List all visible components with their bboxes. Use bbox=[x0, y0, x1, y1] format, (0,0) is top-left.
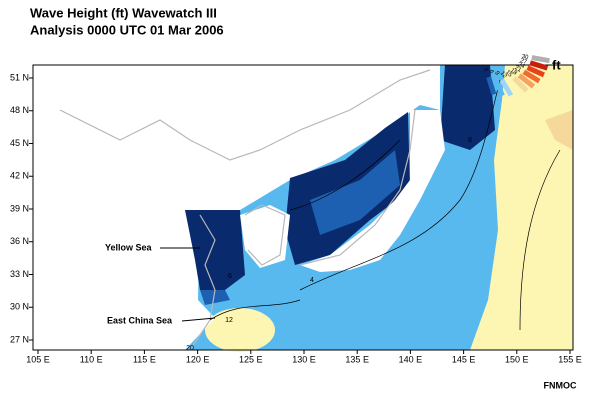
legend-item: 18 bbox=[509, 68, 536, 89]
lon-label: 150 E bbox=[505, 354, 529, 364]
lon-label: 155 E bbox=[558, 354, 582, 364]
lat-label: 39 N bbox=[10, 203, 29, 213]
contour-labels: 8 6 4 12 20 bbox=[186, 137, 472, 352]
lat-label: 27 N bbox=[10, 334, 29, 344]
legend-label: 27 bbox=[519, 58, 528, 66]
lat-label: 45 N bbox=[10, 138, 29, 148]
legend-label: 3 bbox=[482, 67, 489, 73]
contour bbox=[299, 79, 501, 291]
legend-swatch bbox=[486, 76, 497, 96]
legend-swatch bbox=[499, 78, 514, 97]
coast bbox=[244, 204, 286, 266]
annotation: East China Sea bbox=[107, 315, 173, 325]
subtitle: Analysis 0000 UTC 01 Mar 2006 bbox=[30, 22, 224, 37]
lat-label: 30 N bbox=[10, 302, 29, 312]
legend-item: 15 bbox=[504, 70, 529, 93]
contour-label: 20 bbox=[186, 345, 194, 352]
lon-label: 145 E bbox=[452, 354, 476, 364]
rough-zone bbox=[200, 290, 230, 305]
legend-item: 3 bbox=[482, 67, 497, 96]
lat-label: 42 N bbox=[10, 171, 29, 181]
lat-label: 51 N bbox=[10, 72, 29, 82]
legend-label: 15 bbox=[504, 70, 513, 79]
contours bbox=[209, 79, 561, 331]
calm-zone bbox=[205, 308, 275, 352]
coastline bbox=[59, 69, 431, 351]
contour bbox=[209, 299, 301, 321]
legend-swatch bbox=[517, 73, 536, 89]
legend-label: 12 bbox=[499, 70, 508, 79]
axis-labels: 51 N 48 N 45 N 42 N 39 N 36 N 33 N 30 N 27 N 105 … bbox=[10, 72, 582, 364]
legend-item: 21 bbox=[513, 65, 541, 84]
legend-swatch bbox=[526, 65, 545, 78]
legend-swatch bbox=[522, 69, 541, 84]
land bbox=[240, 205, 290, 268]
legend-item: 6 bbox=[487, 69, 505, 97]
legend-label: 9 bbox=[493, 70, 500, 77]
map-frame bbox=[32, 64, 574, 351]
contour-label: 4 bbox=[310, 277, 314, 284]
legend-swatch bbox=[512, 76, 529, 93]
rough-zone bbox=[185, 210, 245, 290]
legend-label: 21 bbox=[513, 65, 522, 74]
legend-swatch bbox=[492, 78, 505, 97]
lon-label: 105 E bbox=[26, 354, 50, 364]
leader-line bbox=[181, 317, 216, 322]
lat-label: 33 N bbox=[10, 269, 29, 279]
legend-label: 18 bbox=[509, 68, 518, 77]
legend-unit: ft bbox=[552, 57, 561, 72]
coast bbox=[189, 214, 216, 351]
border bbox=[59, 69, 431, 161]
contour-label: 12 bbox=[225, 317, 233, 324]
land bbox=[33, 65, 440, 350]
legend-item: 9 bbox=[493, 70, 514, 97]
lon-label: 140 E bbox=[399, 354, 423, 364]
lon-label: 125 E bbox=[239, 354, 263, 364]
lon-label: 110 E bbox=[80, 354, 103, 364]
annotation: Yellow Sea bbox=[105, 242, 153, 252]
swell-zone bbox=[545, 110, 573, 150]
lon-label: 130 E bbox=[292, 354, 316, 364]
contour-label: 6 bbox=[228, 273, 232, 280]
legend-swatch bbox=[531, 55, 550, 64]
lon-label: 135 E bbox=[345, 354, 369, 364]
land bbox=[300, 110, 445, 272]
calm-zone bbox=[470, 65, 573, 350]
map-area bbox=[32, 64, 574, 352]
credit: FNMOC bbox=[544, 380, 577, 390]
rough-zone bbox=[440, 65, 495, 150]
coast bbox=[299, 109, 416, 266]
lon-label: 115 E bbox=[133, 354, 156, 364]
title: Wave Height (ft) Wavewatch III bbox=[30, 5, 217, 20]
contour bbox=[289, 139, 401, 211]
lon-label: 120 E bbox=[186, 354, 210, 364]
legend-swatch bbox=[506, 78, 522, 96]
lat-label: 48 N bbox=[10, 105, 29, 115]
legend-item: 24 bbox=[517, 62, 545, 78]
legend-swatch bbox=[529, 60, 549, 71]
legend-item: 12 bbox=[499, 70, 522, 96]
contour-label: 8 bbox=[468, 137, 472, 144]
rough-zone bbox=[310, 150, 400, 235]
legend-item: 30 bbox=[521, 54, 550, 64]
lat-label: 36 N bbox=[10, 236, 29, 246]
legend-item: 27 bbox=[519, 58, 549, 71]
legend-label: 6 bbox=[487, 69, 494, 75]
contour bbox=[519, 149, 561, 331]
legend-label: 30 bbox=[521, 54, 529, 61]
legend-label: 24 bbox=[517, 62, 526, 70]
